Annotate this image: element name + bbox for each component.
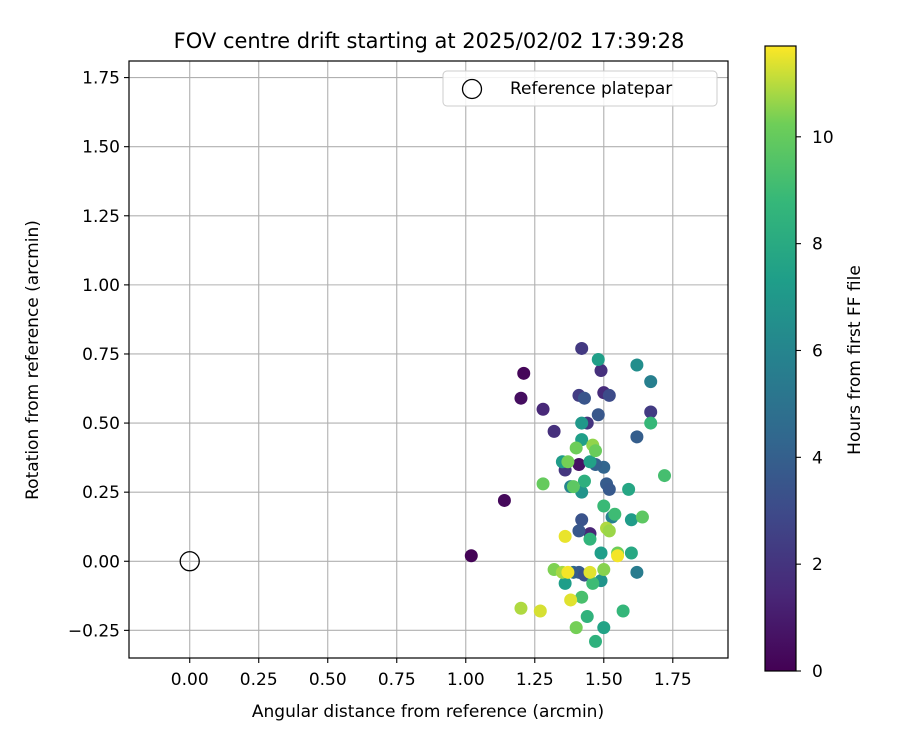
x-tick-label: 1.25 <box>516 670 554 690</box>
data-point <box>514 391 528 405</box>
plot-frame <box>128 60 729 659</box>
x-axis-ticks: 0.00 0.25 0.50 0.75 1.00 1.25 1.50 1.75 <box>171 658 692 690</box>
y-tick-label: 0.50 <box>82 414 120 434</box>
legend-box <box>442 70 718 107</box>
data-point <box>608 507 622 521</box>
data-point <box>497 493 511 507</box>
data-point <box>561 455 575 469</box>
x-axis-label: Angular distance from reference (arcmin) <box>252 702 604 722</box>
x-tick-label: 0.25 <box>240 670 278 690</box>
legend-entry-reference-platepar: Reference platepar <box>510 79 672 99</box>
data-point <box>644 416 658 430</box>
x-tick-label: 0.00 <box>171 670 209 690</box>
data-point <box>558 529 572 543</box>
reference-point-layer <box>179 551 200 572</box>
data-point <box>575 590 589 604</box>
reference-platepar-marker <box>179 551 200 572</box>
data-point <box>624 513 638 527</box>
data-point <box>616 604 630 618</box>
x-tick-label: 0.75 <box>378 670 416 690</box>
x-tick-label: 1.50 <box>585 670 623 690</box>
data-point <box>586 576 600 590</box>
data-point <box>624 546 638 560</box>
data-point <box>622 482 636 496</box>
data-point <box>594 364 608 378</box>
y-axis-ticks: −0.25 0.00 0.25 0.50 0.75 1.00 1.25 1.50 1.75 <box>68 69 129 641</box>
data-point <box>591 353 605 366</box>
y-tick-label: 1.50 <box>82 138 120 158</box>
x-tick-label: 1.00 <box>447 670 485 690</box>
data-point <box>602 388 616 402</box>
data-point <box>572 458 586 472</box>
data-point <box>547 424 561 438</box>
data-point <box>583 532 597 546</box>
data-point <box>597 499 611 513</box>
colorbar-tick-label: 2 <box>812 555 823 575</box>
y-tick-label: 1.75 <box>82 69 120 89</box>
legend-reference-marker <box>461 78 483 100</box>
data-point <box>572 524 586 538</box>
colorbar <box>764 45 797 672</box>
colorbar-tick-label: 10 <box>812 128 834 148</box>
colorbar-tick-label: 6 <box>812 341 823 361</box>
x-tick-label: 0.50 <box>309 670 347 690</box>
data-point <box>577 474 591 488</box>
data-point <box>658 469 672 483</box>
data-point <box>591 408 605 422</box>
data-point <box>536 477 550 491</box>
data-point <box>514 601 528 615</box>
colorbar-ticks: 0 2 4 6 8 10 <box>796 128 834 682</box>
data-point <box>644 375 658 389</box>
data-point <box>569 441 583 455</box>
legend: Reference platepar <box>442 70 718 107</box>
data-point <box>575 416 589 430</box>
data-point <box>594 546 608 560</box>
data-point <box>583 565 597 579</box>
colorbar-tick-label: 0 <box>812 662 823 682</box>
data-point <box>589 634 603 648</box>
data-points <box>464 341 672 648</box>
data-point <box>597 621 611 635</box>
data-point <box>564 593 578 607</box>
data-point <box>575 341 589 355</box>
y-axis-label: Rotation from reference (arcmin) <box>23 220 43 500</box>
chart-title: FOV centre drift starting at 2025/02/02 … <box>174 29 685 53</box>
data-point <box>577 391 591 405</box>
colorbar-tick-label: 8 <box>812 235 823 255</box>
data-point <box>536 402 550 416</box>
data-point <box>566 480 580 494</box>
data-point <box>569 621 583 635</box>
data-point <box>589 444 603 458</box>
x-tick-label: 1.75 <box>654 670 692 690</box>
data-point <box>635 510 649 524</box>
y-tick-label: 0.25 <box>82 483 120 503</box>
data-point <box>464 549 478 563</box>
y-tick-label: 0.75 <box>82 345 120 365</box>
data-point <box>602 482 616 496</box>
y-tick-label: −0.25 <box>68 621 120 641</box>
y-tick-label: 1.25 <box>82 207 120 227</box>
data-point <box>575 513 589 527</box>
data-point <box>533 604 547 618</box>
colorbar-tick-label: 4 <box>812 448 823 468</box>
data-point <box>558 576 572 590</box>
y-tick-label: 0.00 <box>82 552 120 572</box>
data-point <box>630 430 644 444</box>
data-point <box>630 565 644 579</box>
data-point <box>611 549 625 563</box>
colorbar-label: Hours from first FF file <box>845 265 865 455</box>
data-point <box>644 405 658 419</box>
data-point <box>602 524 616 538</box>
data-point <box>630 358 644 372</box>
data-point <box>583 455 597 469</box>
data-point <box>517 366 531 380</box>
y-tick-label: 1.00 <box>82 276 120 296</box>
data-point <box>580 610 594 624</box>
data-point <box>561 565 575 579</box>
data-point <box>597 563 611 577</box>
